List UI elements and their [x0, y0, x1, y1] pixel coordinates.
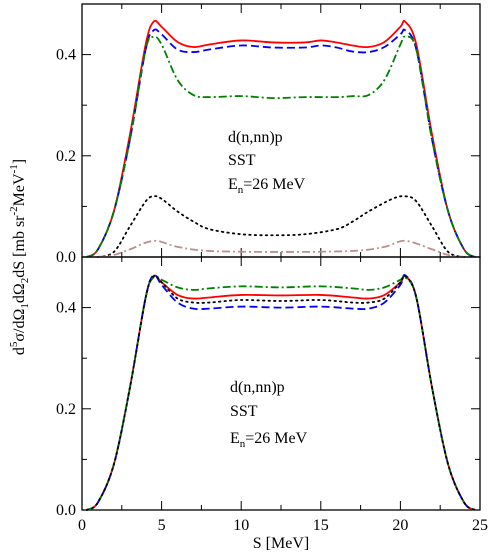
top-panel-series: [86, 19, 476, 258]
series-line-3: [97, 195, 465, 258]
x-tick-label: 10: [233, 517, 249, 534]
bottom-panel: 0 5 10 15 20 25 0.0 0.2 0.4 d(n,nn)p SST En=26 M…: [56, 256, 488, 534]
ylabel-omega: dΩ: [11, 283, 28, 303]
top-model-label: SST: [228, 152, 256, 169]
ylabel-power-neg2: -2: [8, 206, 20, 215]
top-reaction-label: d(n,nn)p: [228, 129, 283, 146]
x-tick-label: 25: [472, 517, 488, 534]
top-energy-label: En=26 MeV: [228, 176, 306, 196]
ylabel-power-5: 5: [8, 341, 20, 347]
top-energy-value: =26 MeV: [243, 176, 305, 193]
y-tick-label: 0.2: [56, 148, 76, 165]
series-line-3: [85, 274, 477, 511]
series-line-0: [86, 19, 476, 258]
ylabel-sub-2: 2: [19, 278, 31, 284]
top-panel-ticks: 0.0 0.2 0.4: [56, 3, 481, 266]
x-tick-label: 15: [313, 517, 329, 534]
bottom-energy-subscript: n: [240, 438, 246, 450]
top-panel: 0.0 0.2 0.4 d(n,nn)p SST En=26 MeV: [56, 3, 481, 266]
bottom-energy-value: =26 MeV: [245, 430, 307, 447]
y-tick-label: 0.0: [56, 249, 76, 266]
y-tick-label: 0.2: [56, 401, 76, 418]
ylabel-units: dS [mb sr: [11, 215, 28, 278]
ylabel-d: d: [11, 347, 28, 355]
x-axis-title: S [MeV]: [253, 535, 309, 552]
top-energy-symbol: E: [228, 176, 238, 193]
ylabel-power-neg1: -1: [8, 164, 20, 173]
ylabel-sub-1: 1: [19, 303, 31, 309]
y-tick-label: 0.4: [56, 47, 76, 64]
bottom-panel-series: [85, 273, 477, 511]
bottom-energy-label: En=26 MeV: [230, 430, 308, 450]
series-line-4: [97, 239, 465, 258]
y-axis-title: d5σ/dΩ1dΩ2dS [mb sr-2MeV-1]: [8, 159, 31, 355]
bottom-model-label: SST: [230, 403, 258, 420]
x-tick-label: 0: [78, 517, 86, 534]
top-energy-subscript: n: [238, 184, 244, 196]
x-tick-label: 20: [392, 517, 408, 534]
ylabel-sigma-omega: σ/dΩ: [11, 309, 28, 342]
ylabel-mev: MeV: [11, 173, 28, 206]
bottom-energy-symbol: E: [230, 430, 240, 447]
series-line-2: [86, 35, 476, 258]
y-tick-label: 0.0: [56, 502, 76, 519]
ylabel-close: ]: [11, 159, 28, 164]
bottom-panel-ticks: 0 5 10 15 20 25 0.0 0.2 0.4: [56, 256, 488, 534]
y-tick-label: 0.4: [56, 300, 76, 317]
x-tick-label: 5: [158, 517, 166, 534]
bottom-reaction-label: d(n,nn)p: [230, 379, 285, 396]
